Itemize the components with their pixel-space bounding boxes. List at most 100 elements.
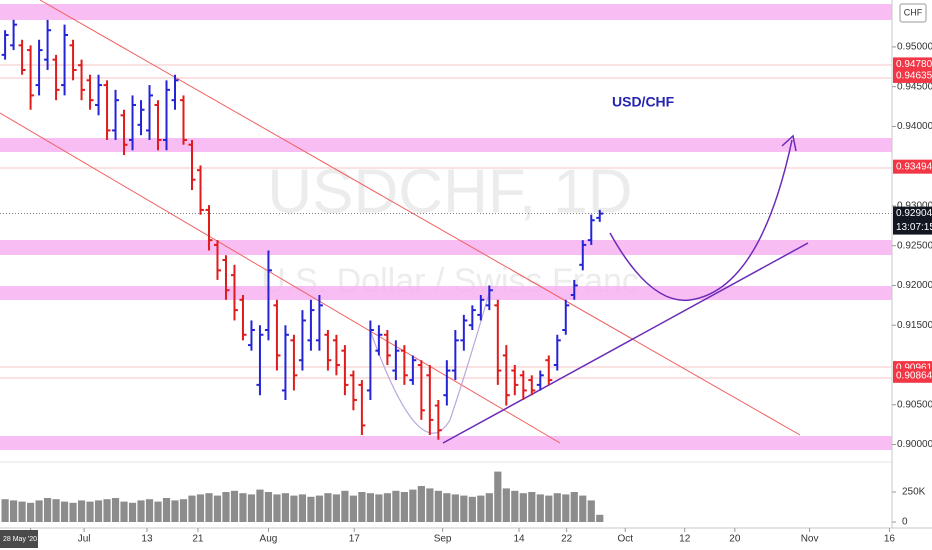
background-layer: USDCHF, 1D U.S. Dollar / Swiss Franc USD… [0, 0, 892, 450]
y-tick-label: 0.92000 [897, 280, 932, 291]
x-tick-label: Aug [260, 534, 278, 545]
volume-bar [375, 494, 383, 522]
x-tick-label: Jul [78, 534, 91, 545]
volume-bar [111, 498, 120, 522]
y-tick-label: 0.90000 [897, 439, 932, 450]
y-tick-label: 0.94500 [897, 81, 932, 92]
volume-bar [502, 488, 510, 522]
countdown: 13:07:15 [896, 222, 932, 233]
price-tag-label: 0.90864 [896, 370, 932, 381]
volume-bar [468, 496, 476, 522]
price-tag [893, 368, 932, 383]
x-tick-label: 16 [884, 534, 896, 545]
volume-bar [196, 494, 205, 522]
volume-bar [281, 493, 290, 522]
volume-bar [230, 490, 239, 522]
y-tick-label: 0.95000 [897, 42, 932, 53]
volume-bar [443, 493, 451, 522]
date-badge [0, 530, 38, 548]
volume-bar [171, 500, 179, 522]
volume-bar [341, 490, 349, 522]
volume-bar [579, 495, 587, 522]
y-tick-label: 0.92500 [897, 240, 932, 251]
x-tick-label: 17 [349, 534, 361, 545]
volume-bar [35, 500, 43, 522]
currency-badge[interactable] [899, 3, 927, 23]
volume-bar [213, 495, 222, 522]
volume-bar [145, 499, 154, 522]
price-tag [893, 57, 932, 72]
volume-bar [477, 495, 485, 522]
volume-bar [222, 492, 230, 522]
volume-bar [417, 486, 425, 522]
volume-bar [332, 494, 341, 522]
volume-bar [9, 500, 18, 522]
x-tick-label: 14 [513, 534, 525, 545]
cursor-date: 28 May '20 [3, 536, 37, 543]
zone [0, 138, 892, 152]
volume-bar [494, 471, 502, 522]
x-tick-label: Sep [434, 534, 452, 545]
x-tick-label: 13 [141, 534, 153, 545]
volume-bar [536, 494, 544, 522]
volume-bar [460, 495, 468, 522]
x-tick-label: 21 [192, 534, 204, 545]
forecast-arrow [609, 139, 793, 302]
volume-bar [485, 493, 493, 522]
volume-bar [154, 501, 162, 522]
volume-bar [528, 492, 536, 522]
volume-bar [1, 499, 9, 522]
volume-bar [587, 500, 595, 522]
volume-bar [366, 493, 374, 522]
volume-bar [188, 495, 196, 522]
volume-bar [69, 502, 77, 522]
x-tick-label: 12 [679, 534, 691, 545]
volume-bar [400, 492, 408, 522]
price-axis [892, 0, 932, 550]
volume-bar [26, 502, 35, 522]
volume-bar [596, 514, 604, 522]
price-tag [893, 159, 932, 174]
support-line [442, 242, 809, 444]
data-layer [0, 19, 892, 522]
volume-bar [256, 489, 264, 522]
volume-bar [315, 495, 324, 522]
volume-bar [94, 500, 103, 522]
volume-bar [179, 499, 188, 522]
volume-bar [128, 502, 137, 522]
volume-bar [86, 501, 94, 522]
volume-bar [434, 490, 442, 522]
last-price-label: 0.92904 [896, 208, 932, 219]
zone [0, 4, 892, 20]
volume-bar [570, 492, 578, 522]
volume-bar [103, 499, 111, 522]
volume-bar [52, 499, 60, 522]
volume-bar [519, 493, 527, 522]
annotation: USD/CHF [612, 94, 675, 110]
volume-bar [298, 494, 307, 522]
volume-bar [18, 501, 26, 522]
volume-bar [451, 494, 459, 522]
zone [0, 240, 892, 255]
volume-bar [383, 493, 391, 522]
arrow-head [781, 134, 797, 152]
volume-bar [545, 495, 553, 522]
y-tick-label: 0.93000 [897, 201, 932, 212]
volume-bar [307, 496, 315, 522]
last-price-tag [893, 206, 932, 235]
trend-line [0, 112, 561, 444]
volume-bar [358, 492, 366, 522]
cup-curve [369, 289, 491, 434]
volume-bar [349, 495, 358, 522]
x-tick-label: Nov [801, 534, 819, 545]
volume-bar [77, 500, 86, 522]
y-tick-label: 0.91500 [897, 320, 932, 331]
volume-bar [205, 493, 213, 522]
volume-bar [324, 493, 332, 522]
currency: CHF [904, 7, 923, 17]
trend-line [39, 0, 801, 436]
volume-bar [273, 494, 281, 522]
